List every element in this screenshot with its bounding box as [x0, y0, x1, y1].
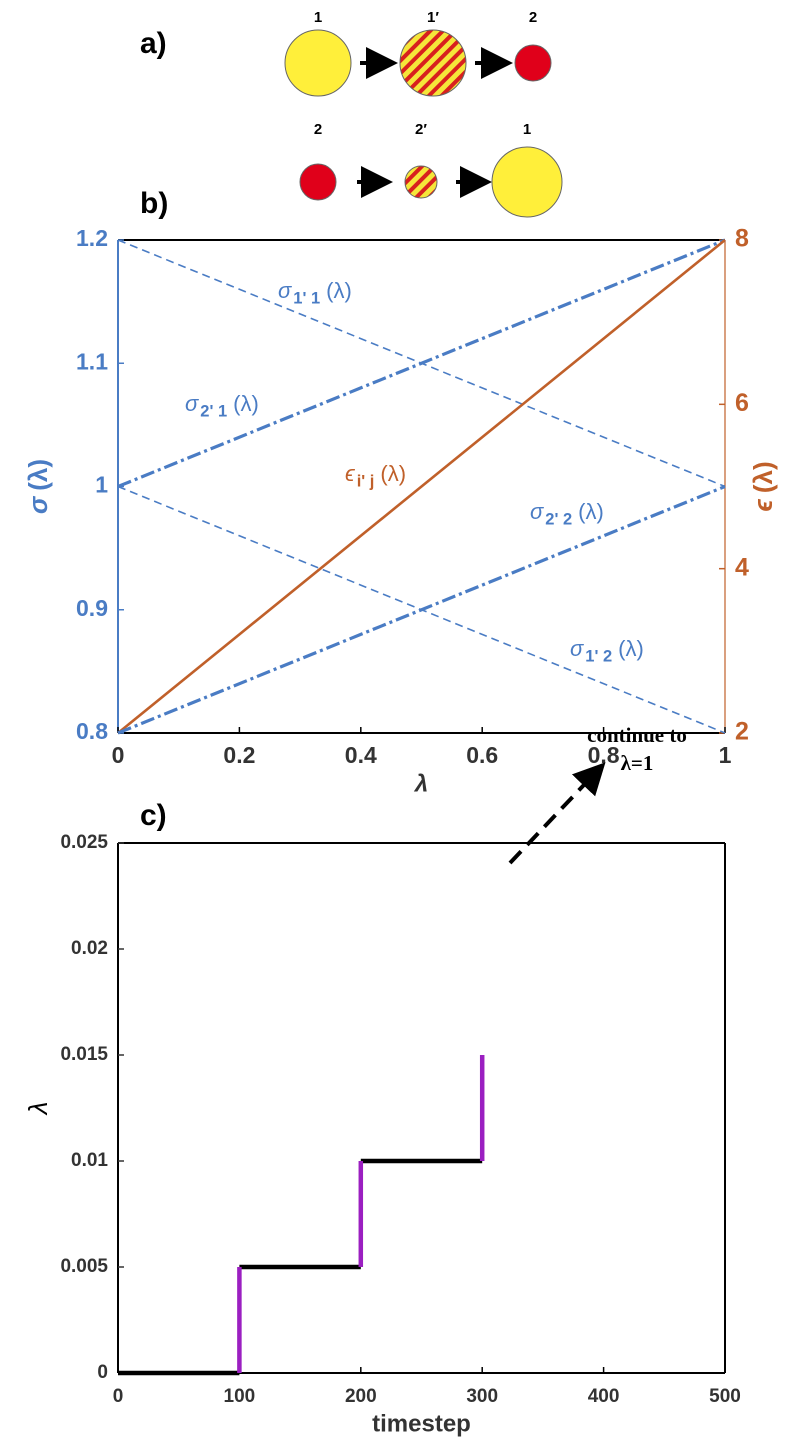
state-label: 2′ [415, 121, 427, 138]
y2-tick-label: 6 [735, 389, 749, 417]
x-tick-label: 0.6 [466, 742, 498, 768]
state-label: 1 [523, 121, 531, 138]
x-tick-label: 500 [709, 1386, 741, 1407]
label-subscript: 1' 2 [585, 648, 612, 666]
label-arg: (λ) [326, 278, 352, 303]
series-line [237, 1055, 485, 1373]
particle [404, 165, 438, 199]
y-tick-label: 0.025 [60, 832, 108, 853]
series-line [118, 1158, 483, 1376]
panel-label: c) [140, 799, 167, 832]
y-tick-label: 0.8 [76, 718, 108, 744]
y-tick-label: 0.005 [60, 1256, 108, 1277]
series-label: σ 1' 2 (λ) [570, 636, 644, 666]
series-label: σ 2' 2 (λ) [530, 499, 604, 529]
state-label: 1′ [427, 9, 439, 26]
series-line [117, 238, 726, 735]
series-label: σ (λ) [23, 459, 53, 514]
y-tick-label: 0.02 [71, 938, 108, 959]
x-tick-label: 100 [224, 1386, 256, 1407]
particle [514, 44, 552, 82]
annotation: λ=1 [621, 751, 654, 775]
particle [284, 29, 352, 97]
x-axis-label: timestep [372, 1410, 471, 1437]
particle [399, 29, 467, 97]
y-tick-label: 0.9 [76, 595, 108, 621]
y-tick-label: 0.015 [60, 1044, 108, 1065]
x-tick-label: 1 [719, 742, 732, 768]
label-arg: (λ) [233, 391, 259, 416]
chart: b)0 0.2 0.4 0.6 0.8 10.80.911.11.22468λσ(λ)ϵ(… [23, 187, 778, 797]
particle [299, 163, 337, 201]
label-symbol: σ [23, 495, 53, 514]
state-label: 1 [314, 9, 322, 26]
label-arg: (λ) [380, 461, 406, 486]
chart: c) 0 100 200 300 400 500 0 0.005 0.01 0.015 0.02 0.0… [23, 723, 741, 1438]
x-tick-label: 0 [113, 1386, 124, 1407]
label-subscript: 2' 2 [545, 511, 572, 529]
x-tick-label: 0.4 [345, 742, 377, 768]
label-arg: (λ) [23, 459, 53, 491]
y2-tick-label: 4 [735, 553, 749, 581]
y-tick-label: 0.01 [71, 1150, 108, 1171]
series-label: σ 1' 1 (λ) [278, 278, 352, 308]
series-line [117, 485, 726, 734]
x-tick-label: 0.2 [223, 742, 255, 768]
label-arg: (λ) [748, 461, 778, 493]
label-symbol: σ [570, 636, 584, 661]
x-axis-label: λ [413, 770, 428, 797]
label-subscript: i' j [357, 473, 375, 491]
x-tick-label: 0 [112, 742, 125, 768]
panel-label: b) [140, 187, 168, 220]
label-symbol: σ [278, 278, 292, 303]
y-tick-label: 0 [97, 1362, 108, 1383]
label-subscript: 1' 1 [293, 290, 320, 308]
y-tick-label: 1.1 [76, 348, 108, 374]
label-arg: (λ) [618, 636, 644, 661]
label-symbol: ϵ [345, 461, 356, 486]
state-label: 2 [529, 9, 537, 26]
y-tick-label: 1 [95, 472, 108, 498]
x-tick-label: 200 [345, 1386, 377, 1407]
panel-a: a) 1 1′ 2 2 2′ 1 [140, 9, 563, 218]
series-label: σ 2' 1 (λ) [185, 391, 259, 421]
x-tick-label: 400 [588, 1386, 620, 1407]
series-label: ϵ (λ) [748, 461, 778, 511]
label-symbol: ϵ [748, 499, 778, 512]
x-tick-label: 300 [466, 1386, 498, 1407]
series-label: ϵ i' j (λ) [345, 461, 406, 491]
label-symbol: σ [530, 499, 544, 524]
annotation-arrow [508, 762, 606, 865]
y-tick-label: 1.2 [76, 225, 108, 251]
label-symbol: σ [185, 391, 199, 416]
label-subscript: 2' 1 [200, 403, 227, 421]
label-arg: (λ) [578, 499, 604, 524]
panel-label: a) [140, 27, 167, 60]
y2-tick-label: 8 [735, 225, 749, 253]
particle [491, 146, 563, 218]
series-line [117, 238, 726, 488]
y-axis-label: λ [23, 1102, 53, 1117]
y2-tick-label: 2 [735, 718, 749, 746]
state-label: 2 [314, 121, 322, 138]
annotation: continue to [587, 723, 687, 747]
